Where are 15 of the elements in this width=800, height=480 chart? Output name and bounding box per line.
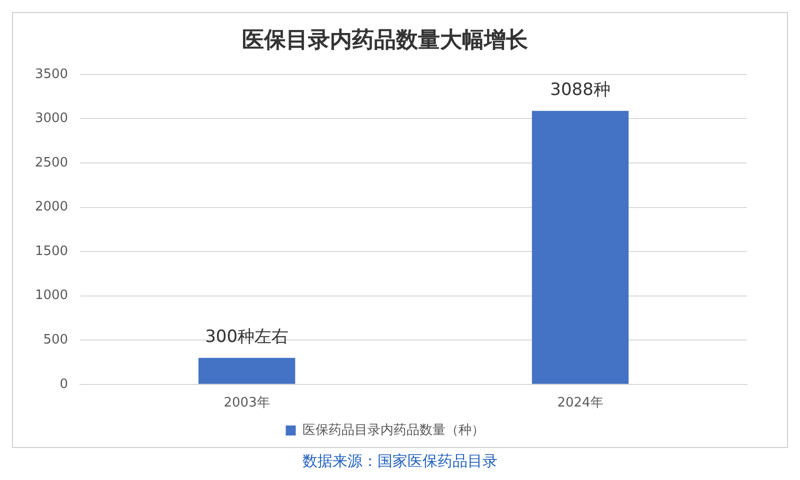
legend-label: 医保药品目录内药品数量（种） bbox=[302, 422, 484, 438]
y-tick-label: 2000 bbox=[34, 200, 68, 215]
chart-title: 医保目录内药品数量大幅增长 bbox=[242, 28, 529, 53]
y-tick-label: 0 bbox=[60, 376, 68, 392]
y-tick-label: 2500 bbox=[34, 155, 68, 170]
y-tick-label: 500 bbox=[43, 332, 68, 348]
data-label: 3088种 bbox=[550, 80, 610, 100]
x-tick-label: 2003年 bbox=[224, 396, 270, 411]
y-tick-label: 1000 bbox=[34, 288, 68, 304]
y-tick-label: 3000 bbox=[34, 111, 68, 126]
source-note: 数据来源：国家医保药品目录 bbox=[302, 452, 498, 471]
x-tick-label: 2024年 bbox=[557, 396, 604, 411]
data-label: 300种左右 bbox=[205, 326, 289, 347]
y-tick-label: 3500 bbox=[34, 66, 68, 82]
y-tick-label: 1500 bbox=[34, 244, 68, 259]
